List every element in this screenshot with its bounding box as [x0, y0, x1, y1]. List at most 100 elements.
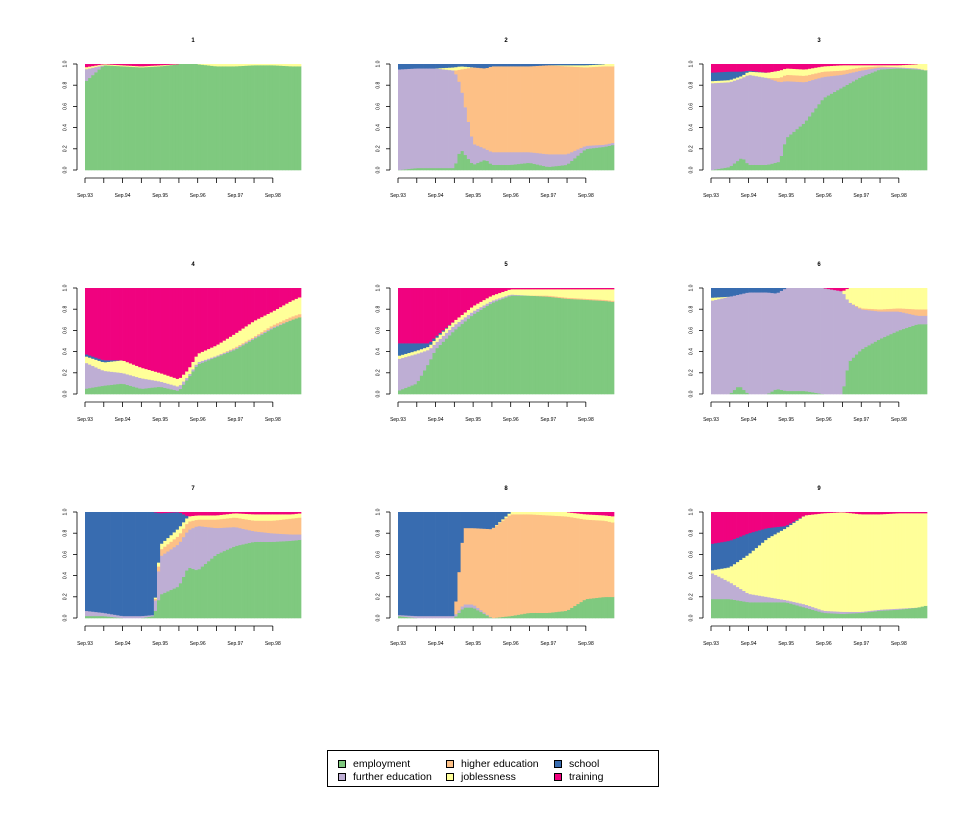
bar-segment-higher-education: [229, 517, 233, 528]
bar-segment-further-education: [413, 68, 418, 169]
bar-segment-school: [751, 70, 756, 72]
bar-segment-training: [291, 288, 296, 301]
bar-segment-employment: [873, 71, 878, 171]
bar-segment-joblessness: [836, 512, 840, 612]
bar-segment-further-education: [754, 594, 759, 603]
bar-segment-employment: [88, 615, 92, 619]
bar-segment-employment: [748, 164, 753, 171]
bar-segment-training: [122, 64, 127, 66]
bar-segment-employment: [194, 366, 199, 395]
bar-segment-joblessness: [235, 513, 239, 518]
bar-segment-joblessness: [595, 289, 599, 300]
bar-segment-training: [128, 64, 133, 66]
bar-segment-further-education: [908, 67, 912, 70]
bar-segment-employment: [898, 609, 903, 619]
x-tick-label: Sep.93: [390, 193, 406, 199]
bar-segment-further-education: [491, 151, 496, 165]
bar-segment-joblessness: [225, 513, 230, 519]
bar-segment-training: [510, 288, 515, 290]
legend-label: training: [569, 771, 604, 783]
bar-segment-further-education: [801, 603, 806, 608]
bar-segment-further-education: [711, 82, 715, 171]
bar-segment-joblessness: [864, 288, 868, 309]
bar-segment-employment: [542, 612, 546, 619]
bar-segment-school: [398, 64, 402, 70]
bar-segment-employment: [604, 300, 609, 395]
bar-segment-further-education: [757, 292, 762, 395]
bar-segment-joblessness: [880, 514, 884, 610]
bar-segment-joblessness: [97, 64, 102, 67]
bar-segment-employment: [773, 389, 778, 395]
bar-segment-higher-education: [545, 65, 549, 155]
bar-segment-joblessness: [169, 534, 174, 542]
chart-title: 4: [191, 262, 195, 268]
x-tick-label: Sep.97: [227, 193, 243, 199]
bar-segment-joblessness: [166, 375, 170, 384]
bar-segment-joblessness: [901, 288, 906, 309]
bar-segment-training: [545, 288, 549, 290]
bar-segment-higher-education: [532, 65, 537, 153]
bar-segment-joblessness: [116, 64, 120, 67]
chart-title: 8: [504, 486, 508, 492]
bar-segment-school: [542, 64, 546, 66]
bar-segment-training: [757, 512, 762, 531]
bar-segment-joblessness: [867, 65, 872, 68]
bar-segment-school: [535, 64, 540, 66]
bar-segment-higher-education: [473, 527, 477, 606]
bar-segment-higher-education: [235, 346, 239, 348]
bar-segment-joblessness: [182, 522, 186, 529]
bar-segment-further-education: [742, 76, 746, 160]
bar-segment-further-education: [426, 68, 430, 169]
bar-segment-employment: [216, 553, 220, 619]
bar-segment-school: [711, 543, 715, 571]
bar-segment-joblessness: [876, 65, 881, 67]
bar-segment-school: [128, 512, 133, 617]
bar-segment-employment: [504, 297, 508, 395]
bar-segment-joblessness: [839, 65, 843, 71]
bar-segment-further-education: [272, 326, 277, 328]
bar-segment-further-education: [864, 69, 868, 76]
bar-segment-higher-education: [470, 527, 474, 605]
bar-segment-joblessness: [275, 514, 280, 521]
bar-segment-joblessness: [466, 66, 471, 69]
bar-segment-further-education: [610, 142, 615, 146]
bar-segment-higher-education: [858, 67, 862, 72]
bar-segment-further-education: [845, 299, 850, 371]
bar-segment-employment: [729, 392, 734, 395]
bar-segment-further-education: [798, 603, 803, 607]
bar-segment-employment: [848, 360, 853, 395]
bar-segment-joblessness: [729, 79, 734, 82]
bar-segment-employment: [773, 162, 778, 171]
bar-segment-joblessness: [920, 288, 925, 310]
bar-segment-further-education: [729, 81, 734, 166]
bar-segment-further-education: [911, 67, 915, 70]
bar-segment-higher-education: [501, 520, 505, 618]
bar-segment-higher-education: [238, 344, 242, 347]
bar-segment-employment: [889, 68, 893, 171]
bar-segment-school: [125, 512, 130, 617]
bar-segment-training: [241, 288, 246, 329]
bar-segment-training: [864, 64, 868, 66]
bar-segment-training: [91, 288, 95, 357]
bar-segment-further-education: [504, 295, 508, 298]
bar-segment-further-education: [867, 610, 872, 613]
bar-segment-further-education: [466, 314, 471, 319]
bar-segment-joblessness: [567, 65, 571, 67]
bar-segment-joblessness: [711, 570, 715, 574]
bar-segment-higher-education: [294, 517, 299, 535]
stacked-bars: [398, 64, 615, 171]
bar-segment-school: [138, 512, 142, 617]
bar-segment-employment: [291, 540, 296, 619]
bar-segment-further-education: [851, 72, 856, 82]
bar-segment-employment: [495, 300, 499, 395]
stacked-bars: [85, 64, 302, 171]
bar-segment-further-education: [451, 615, 455, 619]
bar-segment-training: [823, 288, 828, 289]
bar-segment-training: [532, 288, 537, 290]
bar-segment-further-education: [160, 381, 164, 388]
bar-segment-employment: [567, 163, 571, 171]
bar-segment-employment: [144, 66, 148, 171]
legend-item-joblessness: joblessness: [446, 771, 516, 783]
bar-segment-training: [789, 64, 793, 69]
